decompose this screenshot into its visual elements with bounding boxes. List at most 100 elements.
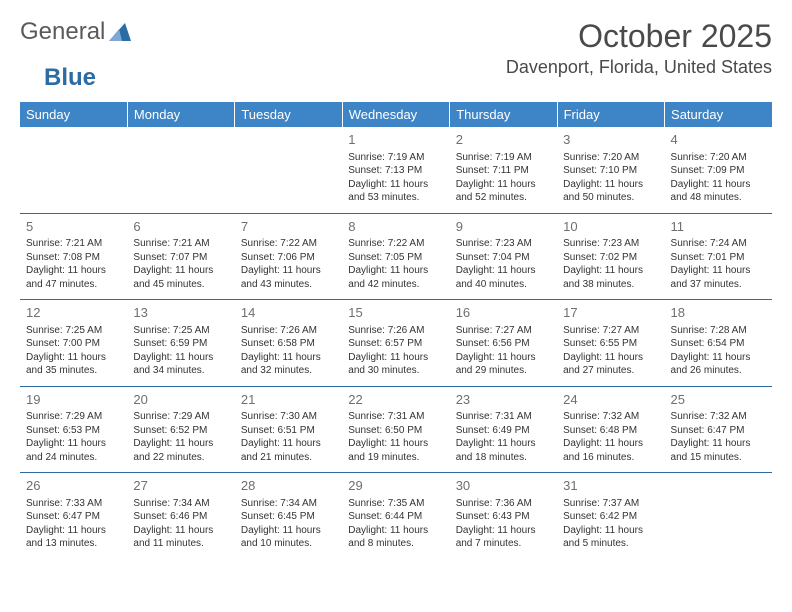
day-number: 25 — [671, 391, 766, 409]
sunrise-line: Sunrise: 7:23 AM — [456, 237, 551, 251]
day-number: 1 — [348, 131, 443, 149]
calendar-cell: 15Sunrise: 7:26 AMSunset: 6:57 PMDayligh… — [342, 300, 449, 387]
day-number: 30 — [456, 477, 551, 495]
sunrise-line: Sunrise: 7:27 AM — [456, 324, 551, 338]
calendar-row: 26Sunrise: 7:33 AMSunset: 6:47 PMDayligh… — [20, 473, 772, 559]
day-header: Tuesday — [235, 102, 342, 127]
sunset-line: Sunset: 6:56 PM — [456, 337, 551, 351]
sunset-line: Sunset: 6:58 PM — [241, 337, 336, 351]
calendar-cell: 7Sunrise: 7:22 AMSunset: 7:06 PMDaylight… — [235, 213, 342, 300]
calendar-cell: 19Sunrise: 7:29 AMSunset: 6:53 PMDayligh… — [20, 386, 127, 473]
logo-text-1: General — [20, 18, 105, 46]
sunrise-line: Sunrise: 7:20 AM — [563, 151, 658, 165]
calendar-cell: 27Sunrise: 7:34 AMSunset: 6:46 PMDayligh… — [127, 473, 234, 559]
sunrise-line: Sunrise: 7:35 AM — [348, 497, 443, 511]
daylight-line: Daylight: 11 hours and 24 minutes. — [26, 437, 121, 464]
day-number: 3 — [563, 131, 658, 149]
calendar-cell — [235, 127, 342, 213]
daylight-line: Daylight: 11 hours and 13 minutes. — [26, 524, 121, 551]
sunrise-line: Sunrise: 7:24 AM — [671, 237, 766, 251]
calendar-cell: 22Sunrise: 7:31 AMSunset: 6:50 PMDayligh… — [342, 386, 449, 473]
day-number: 10 — [563, 218, 658, 236]
sunset-line: Sunset: 6:53 PM — [26, 424, 121, 438]
calendar-row: 12Sunrise: 7:25 AMSunset: 7:00 PMDayligh… — [20, 300, 772, 387]
calendar-cell: 18Sunrise: 7:28 AMSunset: 6:54 PMDayligh… — [665, 300, 772, 387]
sunset-line: Sunset: 6:50 PM — [348, 424, 443, 438]
sunset-line: Sunset: 6:52 PM — [133, 424, 228, 438]
calendar-cell: 16Sunrise: 7:27 AMSunset: 6:56 PMDayligh… — [450, 300, 557, 387]
sunrise-line: Sunrise: 7:30 AM — [241, 410, 336, 424]
daylight-line: Daylight: 11 hours and 50 minutes. — [563, 178, 658, 205]
day-header: Wednesday — [342, 102, 449, 127]
sunset-line: Sunset: 7:00 PM — [26, 337, 121, 351]
logo-text-2: Blue — [44, 64, 96, 92]
sunset-line: Sunset: 7:09 PM — [671, 164, 766, 178]
daylight-line: Daylight: 11 hours and 18 minutes. — [456, 437, 551, 464]
day-number: 29 — [348, 477, 443, 495]
sunrise-line: Sunrise: 7:21 AM — [26, 237, 121, 251]
daylight-line: Daylight: 11 hours and 7 minutes. — [456, 524, 551, 551]
calendar-cell: 20Sunrise: 7:29 AMSunset: 6:52 PMDayligh… — [127, 386, 234, 473]
day-header: Monday — [127, 102, 234, 127]
calendar-cell — [127, 127, 234, 213]
calendar-cell: 4Sunrise: 7:20 AMSunset: 7:09 PMDaylight… — [665, 127, 772, 213]
sunrise-line: Sunrise: 7:20 AM — [671, 151, 766, 165]
daylight-line: Daylight: 11 hours and 52 minutes. — [456, 178, 551, 205]
sunrise-line: Sunrise: 7:31 AM — [456, 410, 551, 424]
calendar-cell: 6Sunrise: 7:21 AMSunset: 7:07 PMDaylight… — [127, 213, 234, 300]
calendar-cell: 26Sunrise: 7:33 AMSunset: 6:47 PMDayligh… — [20, 473, 127, 559]
day-number: 23 — [456, 391, 551, 409]
daylight-line: Daylight: 11 hours and 35 minutes. — [26, 351, 121, 378]
sunrise-line: Sunrise: 7:29 AM — [26, 410, 121, 424]
daylight-line: Daylight: 11 hours and 47 minutes. — [26, 264, 121, 291]
sunset-line: Sunset: 7:11 PM — [456, 164, 551, 178]
sunset-line: Sunset: 6:59 PM — [133, 337, 228, 351]
day-number: 26 — [26, 477, 121, 495]
daylight-line: Daylight: 11 hours and 43 minutes. — [241, 264, 336, 291]
calendar-cell: 21Sunrise: 7:30 AMSunset: 6:51 PMDayligh… — [235, 386, 342, 473]
daylight-line: Daylight: 11 hours and 19 minutes. — [348, 437, 443, 464]
sunrise-line: Sunrise: 7:23 AM — [563, 237, 658, 251]
daylight-line: Daylight: 11 hours and 22 minutes. — [133, 437, 228, 464]
day-number: 5 — [26, 218, 121, 236]
day-number: 18 — [671, 304, 766, 322]
daylight-line: Daylight: 11 hours and 11 minutes. — [133, 524, 228, 551]
logo: General — [20, 18, 133, 46]
calendar-cell — [665, 473, 772, 559]
sunset-line: Sunset: 7:02 PM — [563, 251, 658, 265]
daylight-line: Daylight: 11 hours and 42 minutes. — [348, 264, 443, 291]
day-number: 20 — [133, 391, 228, 409]
day-number: 22 — [348, 391, 443, 409]
day-number: 6 — [133, 218, 228, 236]
sunset-line: Sunset: 7:01 PM — [671, 251, 766, 265]
sunrise-line: Sunrise: 7:19 AM — [348, 151, 443, 165]
calendar-cell: 8Sunrise: 7:22 AMSunset: 7:05 PMDaylight… — [342, 213, 449, 300]
daylight-line: Daylight: 11 hours and 30 minutes. — [348, 351, 443, 378]
day-number: 9 — [456, 218, 551, 236]
sunset-line: Sunset: 6:47 PM — [671, 424, 766, 438]
daylight-line: Daylight: 11 hours and 5 minutes. — [563, 524, 658, 551]
day-number: 17 — [563, 304, 658, 322]
day-header: Saturday — [665, 102, 772, 127]
sunrise-line: Sunrise: 7:25 AM — [26, 324, 121, 338]
sunset-line: Sunset: 6:43 PM — [456, 510, 551, 524]
daylight-line: Daylight: 11 hours and 27 minutes. — [563, 351, 658, 378]
sunrise-line: Sunrise: 7:31 AM — [348, 410, 443, 424]
calendar-cell: 13Sunrise: 7:25 AMSunset: 6:59 PMDayligh… — [127, 300, 234, 387]
sunrise-line: Sunrise: 7:22 AM — [348, 237, 443, 251]
daylight-line: Daylight: 11 hours and 10 minutes. — [241, 524, 336, 551]
location: Davenport, Florida, United States — [506, 57, 772, 78]
day-number: 2 — [456, 131, 551, 149]
day-number: 19 — [26, 391, 121, 409]
calendar-cell: 3Sunrise: 7:20 AMSunset: 7:10 PMDaylight… — [557, 127, 664, 213]
daylight-line: Daylight: 11 hours and 38 minutes. — [563, 264, 658, 291]
sunset-line: Sunset: 6:55 PM — [563, 337, 658, 351]
sunset-line: Sunset: 7:08 PM — [26, 251, 121, 265]
day-number: 4 — [671, 131, 766, 149]
calendar-cell: 17Sunrise: 7:27 AMSunset: 6:55 PMDayligh… — [557, 300, 664, 387]
calendar-body: 1Sunrise: 7:19 AMSunset: 7:13 PMDaylight… — [20, 127, 772, 559]
calendar-cell: 14Sunrise: 7:26 AMSunset: 6:58 PMDayligh… — [235, 300, 342, 387]
title-block: October 2025 Davenport, Florida, United … — [506, 18, 772, 78]
daylight-line: Daylight: 11 hours and 32 minutes. — [241, 351, 336, 378]
calendar-cell: 24Sunrise: 7:32 AMSunset: 6:48 PMDayligh… — [557, 386, 664, 473]
